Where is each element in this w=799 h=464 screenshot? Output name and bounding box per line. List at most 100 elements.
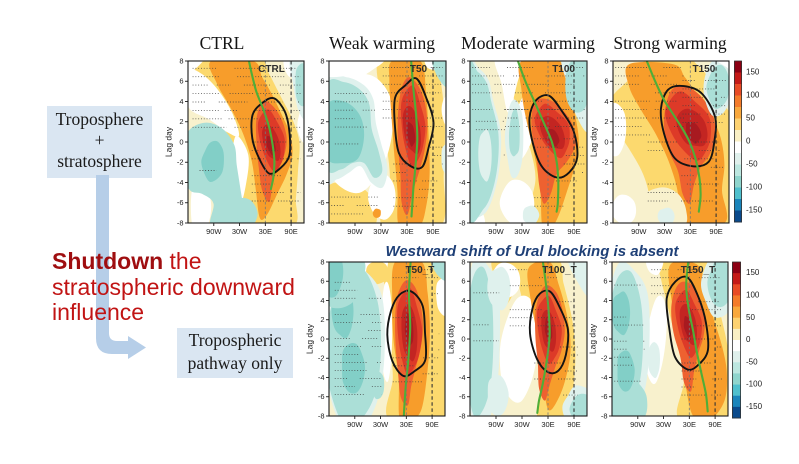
svg-text:-100: -100 [746,183,763,192]
svg-text:4: 4 [603,296,607,305]
svg-text:4: 4 [320,296,324,305]
svg-text:8: 8 [603,257,607,266]
svg-text:0: 0 [179,137,183,146]
svg-text:-50: -50 [746,357,758,366]
svg-text:30E: 30E [400,420,413,429]
svg-text:30W: 30W [373,227,389,236]
svg-text:30E: 30E [683,420,696,429]
svg-text:2: 2 [604,117,608,126]
svg-text:-4: -4 [177,178,184,187]
svg-text:90W: 90W [631,227,647,236]
svg-text:30W: 30W [232,227,248,236]
svg-text:6: 6 [461,77,465,86]
svg-text:6: 6 [320,77,324,86]
svg-text:30W: 30W [373,420,389,429]
svg-text:2: 2 [461,315,465,324]
svg-text:-6: -6 [602,198,609,207]
svg-text:-4: -4 [602,178,609,187]
svg-text:90E: 90E [426,227,439,236]
svg-text:30E: 30E [400,227,413,236]
svg-text:90W: 90W [488,227,504,236]
svg-text:8: 8 [461,257,465,266]
svg-text:90E: 90E [709,227,722,236]
svg-text:6: 6 [603,277,607,286]
svg-text:90W: 90W [488,420,504,429]
svg-text:150: 150 [746,268,760,277]
svg-text:T50: T50 [410,64,428,75]
svg-text:4: 4 [461,296,465,305]
svg-text:-2: -2 [601,354,608,363]
svg-text:-4: -4 [318,373,325,382]
svg-text:90E: 90E [567,420,580,429]
svg-text:90W: 90W [347,227,363,236]
svg-text:Lag day: Lag day [305,126,315,157]
svg-text:30W: 30W [514,420,530,429]
svg-text:-2: -2 [459,354,466,363]
svg-text:2: 2 [320,315,324,324]
svg-text:8: 8 [320,257,324,266]
svg-text:-150: -150 [746,402,763,411]
svg-text:0: 0 [603,334,607,343]
svg-text:-4: -4 [459,178,466,187]
svg-text:T100: T100 [552,64,575,75]
svg-text:4: 4 [461,97,465,106]
svg-text:8: 8 [320,56,324,65]
svg-text:30W: 30W [514,227,530,236]
svg-text:30W: 30W [656,420,672,429]
svg-text:Lag day: Lag day [446,323,456,354]
svg-text:8: 8 [179,56,183,65]
svg-text:0: 0 [320,334,324,343]
svg-text:-2: -2 [602,158,609,167]
svg-text:30E: 30E [541,227,554,236]
svg-text:0: 0 [320,137,324,146]
svg-text:0: 0 [746,335,751,344]
svg-text:-4: -4 [601,373,608,382]
svg-text:30E: 30E [541,420,554,429]
svg-text:-6: -6 [459,198,466,207]
svg-text:2: 2 [603,315,607,324]
svg-text:30E: 30E [684,227,697,236]
svg-text:T150_T: T150_T [681,265,715,276]
svg-text:6: 6 [179,77,183,86]
svg-text:-2: -2 [459,158,466,167]
svg-text:2: 2 [320,117,324,126]
svg-text:Lag day: Lag day [589,126,599,157]
svg-text:-2: -2 [318,158,325,167]
svg-text:90E: 90E [284,227,297,236]
svg-text:-8: -8 [601,411,608,420]
svg-text:6: 6 [320,277,324,286]
svg-text:2: 2 [179,117,183,126]
svg-text:100: 100 [746,91,760,100]
svg-text:T100_T: T100_T [542,265,576,276]
svg-text:100: 100 [746,291,760,300]
svg-text:150: 150 [746,68,760,77]
svg-text:Lag day: Lag day [446,126,456,157]
svg-text:-8: -8 [177,218,184,227]
svg-text:-4: -4 [459,373,466,382]
svg-text:90E: 90E [708,420,721,429]
svg-text:0: 0 [461,334,465,343]
svg-text:4: 4 [604,97,608,106]
svg-text:-8: -8 [602,218,609,227]
svg-text:6: 6 [604,77,608,86]
svg-text:90E: 90E [567,227,580,236]
svg-text:2: 2 [461,117,465,126]
svg-text:-6: -6 [601,392,608,401]
svg-text:-8: -8 [459,411,466,420]
svg-text:-2: -2 [318,354,325,363]
svg-text:90W: 90W [630,420,646,429]
svg-text:T150: T150 [693,64,716,75]
svg-text:50: 50 [746,313,755,322]
svg-text:-100: -100 [746,380,763,389]
svg-text:-6: -6 [318,392,325,401]
svg-text:0: 0 [461,137,465,146]
svg-text:0: 0 [746,137,751,146]
svg-text:30W: 30W [657,227,673,236]
svg-text:CTRL: CTRL [258,64,285,75]
svg-text:90W: 90W [206,227,222,236]
svg-text:-6: -6 [318,198,325,207]
svg-text:-4: -4 [318,178,325,187]
svg-text:6: 6 [461,277,465,286]
svg-text:-150: -150 [746,206,763,215]
svg-text:-6: -6 [177,198,184,207]
